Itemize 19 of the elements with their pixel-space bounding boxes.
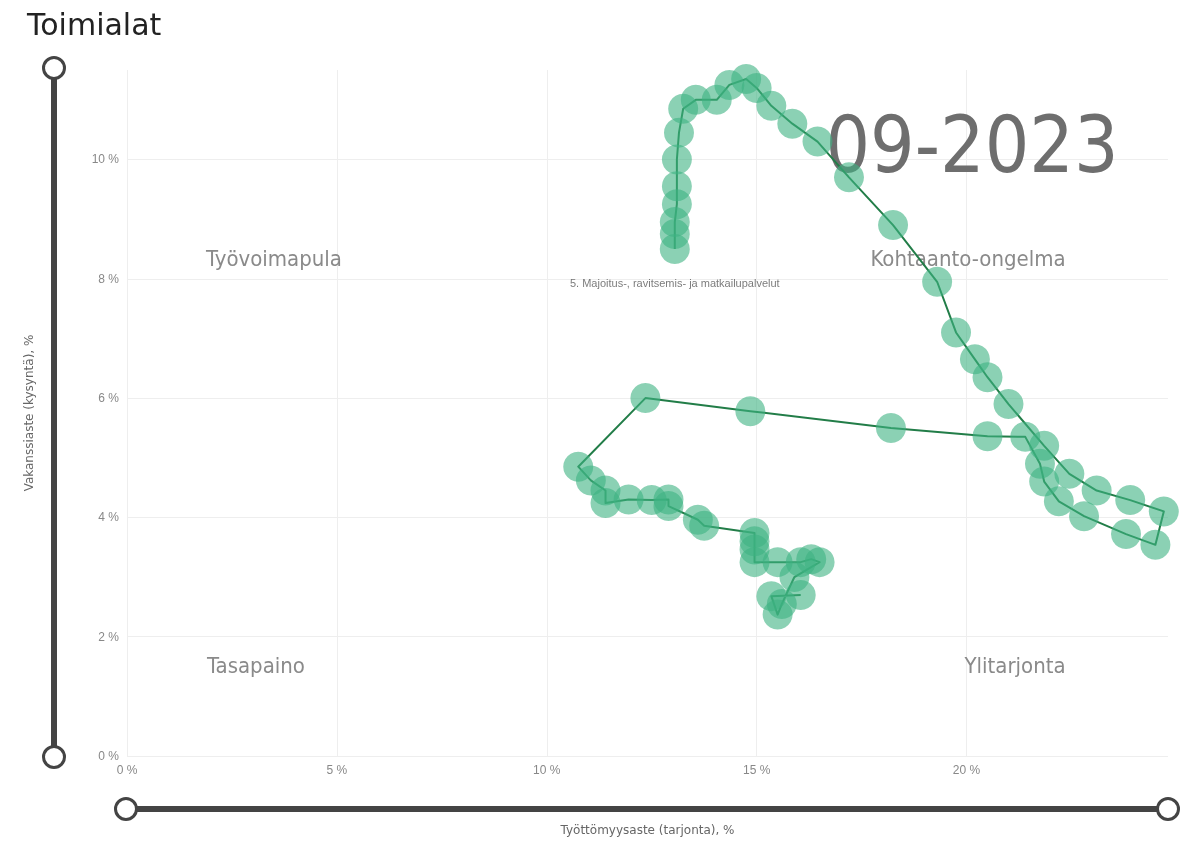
x-tick-label: 5 % (326, 763, 348, 777)
y-tick-label: 10 % (91, 152, 120, 167)
series-label: 5. Majoitus-, ravitsemis- ja matkailupalvelut (569, 277, 780, 290)
y-tick-label: 8 % (98, 271, 120, 286)
annotation: Ylitarjonta (963, 652, 1066, 678)
y-tick-label: 2 % (98, 629, 120, 644)
y-tick-label: 0 % (98, 749, 120, 763)
x-tick-label: 15 % (742, 763, 771, 777)
y-axis-title: Vakanssiaste (kysyntä), % (22, 334, 36, 492)
chart-title: Toimialat (26, 6, 162, 42)
annotation: Työvoimapula (205, 245, 342, 271)
x-tick-label: 10 % (533, 763, 561, 777)
y-tick-label: 6 % (98, 391, 120, 406)
annotation: 09-2023 (825, 100, 1119, 190)
y-tick-label: 4 % (98, 510, 120, 525)
annotation: Tasapaino (206, 652, 305, 678)
x-tick-label: 20 % (952, 763, 981, 777)
x-axis-title: Työttömyysaste (tarjonta), % (559, 823, 735, 837)
x-tick-label: 0 % (116, 763, 138, 777)
